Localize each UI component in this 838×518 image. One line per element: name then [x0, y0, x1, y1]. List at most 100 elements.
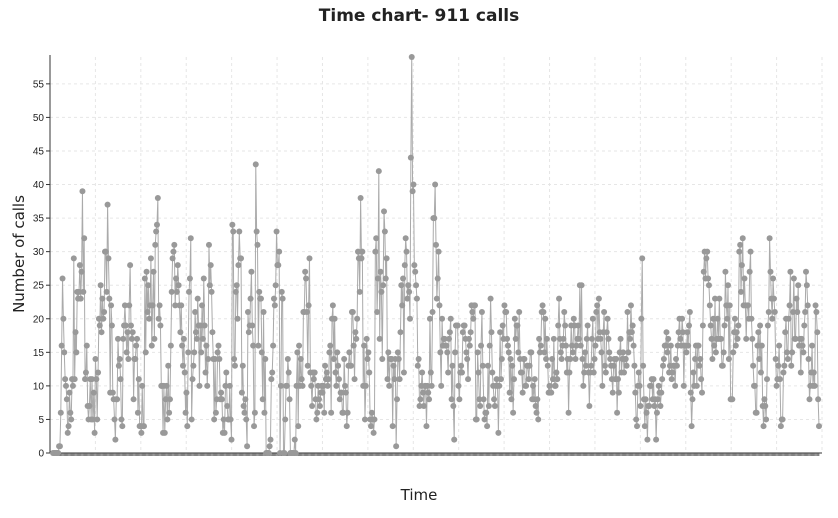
data-point — [810, 369, 817, 376]
data-point — [161, 429, 168, 436]
data-point — [485, 403, 492, 410]
data-point — [521, 356, 528, 363]
data-point — [636, 382, 643, 389]
data-point — [469, 309, 476, 316]
data-point — [607, 356, 614, 363]
data-point — [62, 376, 69, 383]
data-point — [498, 356, 505, 363]
data-point — [510, 376, 517, 383]
data-point — [148, 342, 155, 349]
data-point — [140, 423, 147, 430]
data-point — [803, 268, 809, 275]
data-point — [787, 268, 794, 275]
data-point — [363, 335, 370, 342]
data-point — [126, 302, 133, 309]
data-point — [541, 349, 548, 356]
data-point — [82, 369, 89, 376]
data-point — [800, 349, 807, 356]
data-point — [124, 329, 131, 336]
y-axis-label: Number of calls — [10, 195, 28, 313]
data-point — [282, 416, 289, 423]
data-point — [484, 423, 491, 430]
data-point — [70, 255, 77, 262]
data-point — [257, 295, 264, 302]
data-point — [182, 409, 189, 416]
y-tick-label: 45 — [33, 146, 45, 157]
data-point — [473, 416, 480, 423]
data-point — [665, 335, 672, 342]
data-point — [352, 329, 359, 336]
data-point — [562, 322, 569, 329]
data-point — [306, 255, 313, 262]
data-point — [230, 228, 237, 235]
data-point — [169, 255, 176, 262]
data-point — [480, 396, 487, 403]
data-point — [171, 241, 178, 248]
data-point — [497, 376, 504, 383]
data-point — [69, 382, 76, 389]
data-point — [762, 403, 769, 410]
data-point — [721, 322, 728, 329]
data-point — [443, 342, 450, 349]
data-point — [650, 376, 657, 383]
data-point — [380, 282, 387, 289]
data-point — [624, 309, 631, 316]
data-point — [202, 369, 209, 376]
data-point — [461, 322, 468, 329]
data-point — [415, 356, 422, 363]
data-point — [687, 389, 694, 396]
data-point — [790, 309, 796, 316]
data-point — [731, 315, 738, 322]
data-point — [276, 248, 283, 255]
data-point — [729, 396, 736, 403]
data-point — [550, 335, 557, 342]
data-point — [191, 349, 198, 356]
data-point — [779, 416, 786, 423]
data-point — [129, 329, 136, 336]
data-point — [516, 309, 523, 316]
data-point — [782, 329, 789, 336]
data-point — [572, 356, 579, 363]
data-point — [329, 302, 336, 309]
data-point — [117, 376, 124, 383]
data-point — [765, 309, 772, 316]
data-point — [420, 389, 426, 396]
data-point — [705, 275, 712, 282]
data-point — [299, 382, 306, 389]
data-point — [712, 349, 719, 356]
data-point — [688, 423, 695, 430]
data-point — [809, 342, 816, 349]
data-point — [409, 188, 416, 195]
data-point — [434, 275, 441, 282]
data-point — [379, 356, 386, 363]
data-point — [623, 362, 630, 369]
data-point — [470, 315, 477, 322]
data-point — [174, 262, 181, 269]
data-point — [167, 342, 174, 349]
data-point — [150, 268, 157, 275]
data-point — [66, 389, 73, 396]
data-point — [323, 369, 330, 376]
data-point — [81, 235, 88, 242]
data-point — [374, 275, 381, 282]
data-point — [146, 315, 153, 322]
data-point — [294, 349, 301, 356]
data-point — [80, 288, 87, 295]
data-point — [433, 295, 440, 302]
data-point — [518, 369, 525, 376]
data-point — [64, 429, 71, 436]
axes: 0 5 10 15 20 25 30 35 40 45 50 55 — [33, 55, 822, 460]
data-point — [772, 356, 779, 363]
data-point — [330, 356, 337, 363]
data-point — [400, 369, 407, 376]
data-point — [696, 362, 703, 369]
data-point — [383, 255, 390, 262]
data-point — [192, 309, 199, 316]
data-point — [770, 295, 777, 302]
data-point — [639, 255, 646, 262]
data-point — [94, 416, 101, 423]
data-point — [308, 382, 315, 389]
data-point — [566, 369, 573, 376]
data-point — [153, 221, 160, 228]
